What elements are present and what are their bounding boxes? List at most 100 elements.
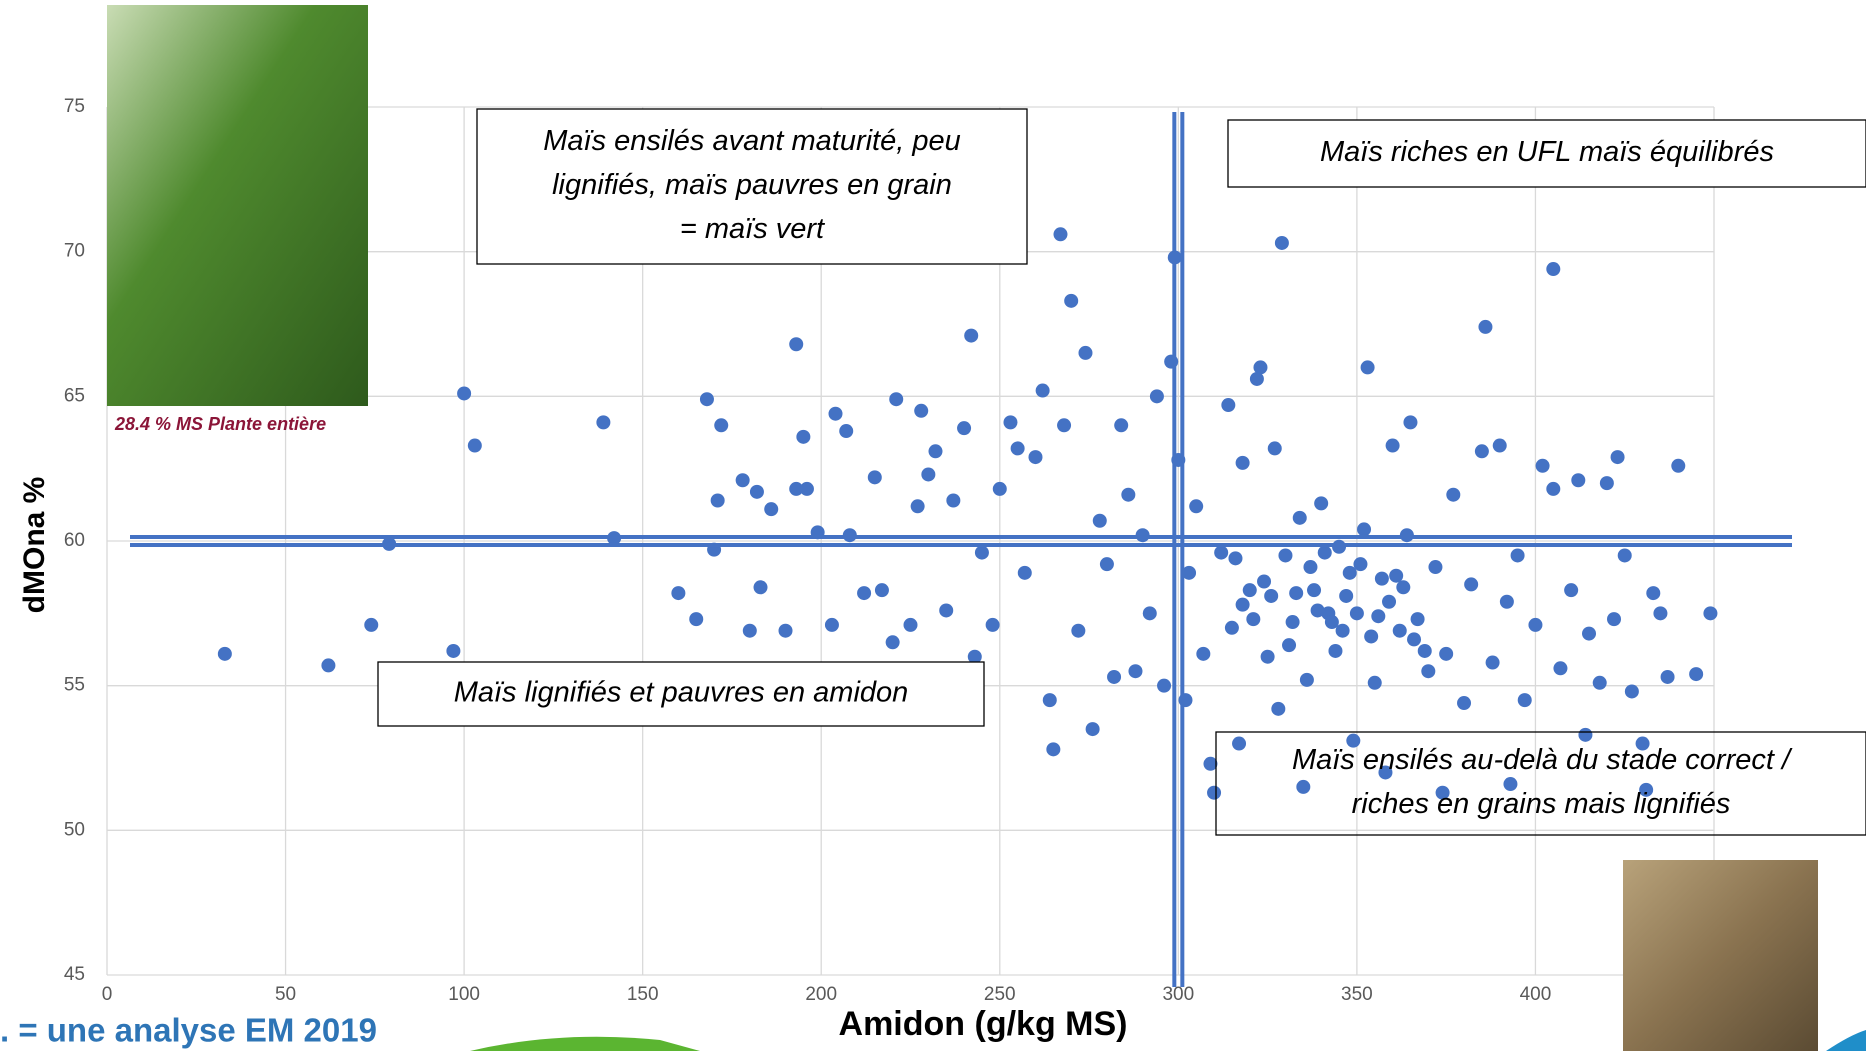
point — [857, 586, 871, 600]
y-tick-label: 70 — [64, 241, 85, 262]
point — [1511, 548, 1525, 562]
point — [1418, 644, 1432, 658]
x-tick-label: 200 — [805, 984, 837, 1005]
point — [457, 386, 471, 400]
point — [1028, 450, 1042, 464]
point — [1100, 557, 1114, 571]
point — [218, 647, 232, 661]
point — [1475, 444, 1489, 458]
point — [1128, 664, 1142, 678]
point — [1607, 612, 1621, 626]
point — [1318, 546, 1332, 560]
point — [1546, 262, 1560, 276]
point — [1228, 551, 1242, 565]
y-tick-label: 45 — [64, 964, 85, 985]
x-tick-label: 350 — [1341, 984, 1373, 1005]
point — [1339, 589, 1353, 603]
point — [1011, 441, 1025, 455]
point — [1196, 647, 1210, 661]
annotation-text: riches en grains mais lignifiés — [1352, 788, 1731, 820]
point — [714, 418, 728, 432]
point — [1500, 595, 1514, 609]
point — [789, 337, 803, 351]
point — [886, 635, 900, 649]
point — [1314, 496, 1328, 510]
point — [1257, 575, 1271, 589]
annotation-text: = maïs vert — [680, 213, 826, 245]
point — [1189, 499, 1203, 513]
footnote: . = une analyse EM 2019 — [0, 1012, 377, 1049]
point — [1564, 583, 1578, 597]
x-tick-label: 150 — [627, 984, 659, 1005]
point — [1018, 566, 1032, 580]
point — [1578, 728, 1592, 742]
point — [1236, 598, 1250, 612]
point — [889, 392, 903, 406]
point — [1618, 548, 1632, 562]
annotation-text: lignifiés, maïs pauvres en grain — [552, 169, 952, 201]
point — [1268, 441, 1282, 455]
point — [1057, 418, 1071, 432]
point — [1053, 227, 1067, 241]
point — [904, 618, 918, 632]
point — [1646, 586, 1660, 600]
point — [800, 482, 814, 496]
point — [468, 439, 482, 453]
point — [1353, 557, 1367, 571]
point — [1528, 618, 1542, 632]
point — [957, 421, 971, 435]
point — [1689, 667, 1703, 681]
point — [1361, 360, 1375, 374]
point — [1064, 294, 1078, 308]
point — [1593, 676, 1607, 690]
point — [1093, 514, 1107, 528]
annotations: Maïs ensilés avant maturité, peulignifié… — [378, 109, 1866, 835]
point — [1571, 473, 1585, 487]
point — [1264, 589, 1278, 603]
point — [596, 415, 610, 429]
point — [700, 392, 714, 406]
point — [1232, 737, 1246, 751]
x-tick-label: 100 — [448, 984, 480, 1005]
point — [1368, 676, 1382, 690]
point — [1439, 647, 1453, 661]
point — [875, 583, 889, 597]
point — [364, 618, 378, 632]
point — [914, 404, 928, 418]
point — [868, 470, 882, 484]
annotation-text: Maïs lignifiés et pauvres en amidon — [454, 677, 909, 709]
point — [779, 624, 793, 638]
point — [1364, 629, 1378, 643]
point — [1303, 560, 1317, 574]
point — [1403, 415, 1417, 429]
point — [1411, 612, 1425, 626]
point — [825, 618, 839, 632]
point — [1296, 780, 1310, 794]
point — [1271, 702, 1285, 716]
point — [1071, 624, 1085, 638]
point — [1486, 656, 1500, 670]
point — [1386, 439, 1400, 453]
point — [1671, 459, 1685, 473]
point — [1625, 684, 1639, 698]
point — [1293, 511, 1307, 525]
point — [1243, 583, 1257, 597]
point — [1114, 418, 1128, 432]
point — [1121, 488, 1135, 502]
point — [1382, 595, 1396, 609]
point — [946, 493, 960, 507]
point — [1350, 606, 1364, 620]
annotation-text: Maïs ensilés au-delà du stade correct / — [1292, 744, 1793, 776]
point — [1328, 644, 1342, 658]
x-tick-label: 50 — [275, 984, 296, 1005]
point — [1536, 459, 1550, 473]
point — [671, 586, 685, 600]
point — [1393, 624, 1407, 638]
point — [921, 467, 935, 481]
point — [1143, 606, 1157, 620]
x-tick-label: 0 — [102, 984, 113, 1005]
point — [1611, 450, 1625, 464]
x-tick-label: 300 — [1162, 984, 1194, 1005]
point — [1300, 673, 1314, 687]
point — [1046, 742, 1060, 756]
